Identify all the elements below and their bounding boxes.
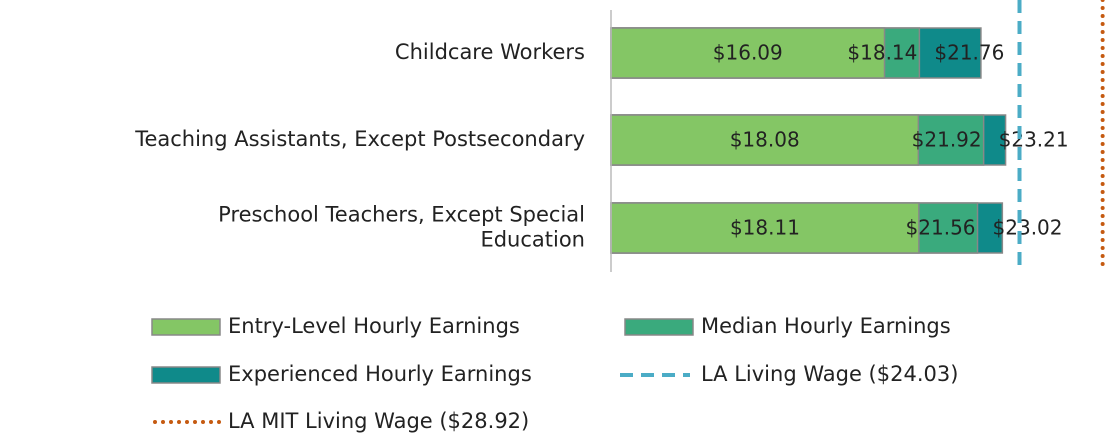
legend-swatch [624, 318, 694, 336]
legend-label: LA Living Wage ($24.03) [701, 362, 958, 386]
value-label: $21.76 [934, 41, 1004, 65]
value-label: $18.11 [730, 216, 800, 240]
legend-label: Median Hourly Earnings [701, 314, 951, 338]
legend-label: LA MIT Living Wage ($28.92) [228, 409, 529, 433]
bar [610, 27, 886, 79]
value-label: $18.14 [847, 41, 917, 65]
legend-label: Experienced Hourly Earnings [228, 362, 532, 386]
legend-swatch [151, 366, 221, 384]
category-label: Preschool Teachers, Except Special Educat… [218, 202, 585, 251]
value-label: $21.56 [906, 216, 976, 240]
value-label: $21.92 [912, 128, 982, 152]
category-label: Childcare Workers [395, 40, 585, 64]
value-label: $23.02 [993, 216, 1063, 240]
legend-label: Entry-Level Hourly Earnings [228, 314, 520, 338]
legend-swatch [151, 318, 221, 336]
value-label: $18.08 [730, 128, 800, 152]
category-label-line: Preschool Teachers, Except Special [218, 202, 585, 226]
category-label: Teaching Assistants, Except Postsecondar… [134, 127, 585, 151]
value-label: $16.09 [713, 41, 783, 65]
category-label-line: Education [480, 228, 585, 252]
value-label: $23.21 [999, 128, 1069, 152]
